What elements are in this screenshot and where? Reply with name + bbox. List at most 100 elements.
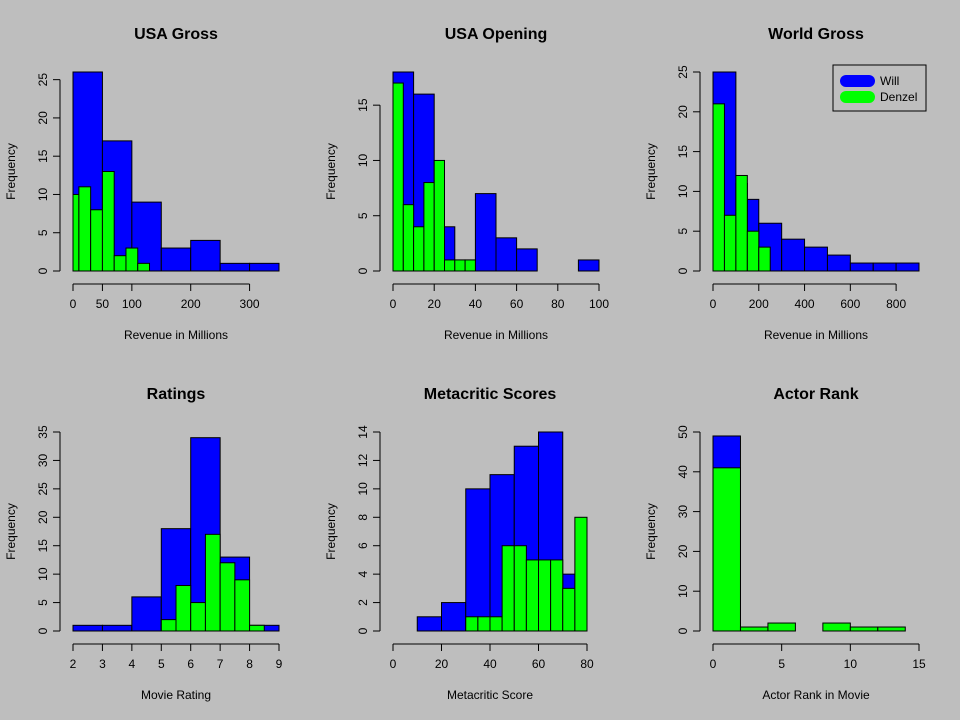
histogram-panel-6: Actor Rank 0 5 10 15 Actor Rank in Movie 0 10 20… xyxy=(644,386,926,702)
will-bar xyxy=(577,259,600,272)
denzel-bar xyxy=(160,619,177,632)
denzel-bar xyxy=(712,467,741,632)
denzel-bar xyxy=(849,626,879,632)
denzel-bar xyxy=(137,262,151,272)
denzel-bar xyxy=(204,533,221,632)
y-tick-label: 20 xyxy=(36,510,50,524)
y-tick-label: 5 xyxy=(356,212,370,219)
y-axis-label: Frequency xyxy=(4,503,18,560)
will-bar xyxy=(190,239,221,272)
will-bar xyxy=(474,193,497,272)
denzel-bar xyxy=(822,622,851,632)
x-tick-label: 10 xyxy=(844,657,858,671)
will-bar xyxy=(804,246,828,272)
denzel-bar xyxy=(712,103,725,272)
will-bar xyxy=(895,262,920,272)
will-bar xyxy=(872,262,897,272)
legend-entry: Will xyxy=(880,74,899,88)
x-tick-label: 5 xyxy=(778,657,785,671)
denzel-bar xyxy=(574,516,588,632)
x-axis-label: Movie Rating xyxy=(141,688,211,702)
y-tick-label: 10 xyxy=(676,184,690,198)
will-bar xyxy=(495,237,518,272)
y-tick-label: 6 xyxy=(356,542,370,549)
x-tick-label: 8 xyxy=(246,657,253,671)
denzel-bar xyxy=(454,259,466,272)
y-tick-label: 5 xyxy=(676,228,690,235)
denzel-bar xyxy=(72,193,80,272)
denzel-bar xyxy=(538,559,552,632)
y-tick-label: 20 xyxy=(36,111,50,125)
will-bar xyxy=(219,262,251,272)
y-tick-label: 0 xyxy=(676,627,690,634)
y-tick-label: 25 xyxy=(36,482,50,496)
denzel-bar xyxy=(402,204,415,272)
denzel-bar xyxy=(101,171,115,272)
denzel-bar xyxy=(525,559,539,632)
will-bar xyxy=(101,624,133,632)
y-tick-label: 12 xyxy=(356,453,370,467)
will-bar xyxy=(249,262,280,272)
y-tick-label: 5 xyxy=(36,599,50,606)
denzel-bar xyxy=(550,559,564,632)
y-axis-label: Frequency xyxy=(644,143,658,200)
x-tick-label: 400 xyxy=(795,297,815,311)
y-tick-label: 30 xyxy=(676,505,690,519)
x-axis-label: Revenue in Millions xyxy=(124,328,228,342)
denzel-bar xyxy=(758,246,771,272)
will-bar xyxy=(516,248,538,272)
legend-entry: Denzel xyxy=(880,90,917,104)
y-tick-label: 15 xyxy=(36,149,50,163)
y-tick-label: 50 xyxy=(676,425,690,439)
y-tick-label: 0 xyxy=(36,627,50,634)
y-tick-label: 14 xyxy=(356,425,370,439)
y-tick-label: 10 xyxy=(36,567,50,581)
y-axis-label: Frequency xyxy=(324,503,338,560)
y-tick-label: 25 xyxy=(36,73,50,87)
y-tick-label: 40 xyxy=(676,465,690,479)
y-tick-label: 0 xyxy=(36,267,50,274)
histogram-panel-4: Ratings 2 3 4 5 6 7 8 9 Movie Rating 0 5 10 15 20 25 30 3… xyxy=(4,386,283,702)
x-tick-label: 200 xyxy=(181,297,201,311)
y-tick-label: 0 xyxy=(356,267,370,274)
x-tick-label: 800 xyxy=(886,297,906,311)
x-tick-label: 50 xyxy=(96,297,110,311)
x-tick-label: 9 xyxy=(276,657,283,671)
x-tick-label: 200 xyxy=(749,297,769,311)
x-tick-label: 7 xyxy=(217,657,224,671)
x-tick-label: 600 xyxy=(840,297,860,311)
x-tick-label: 4 xyxy=(129,657,136,671)
y-tick-label: 2 xyxy=(356,599,370,606)
denzel-bar xyxy=(464,259,476,272)
denzel-bar xyxy=(562,587,576,632)
denzel-bar xyxy=(723,214,737,272)
x-tick-label: 5 xyxy=(158,657,165,671)
y-tick-label: 20 xyxy=(676,544,690,558)
will-bar xyxy=(72,624,103,632)
x-tick-label: 0 xyxy=(390,297,397,311)
y-tick-label: 20 xyxy=(676,105,690,119)
x-tick-label: 15 xyxy=(912,657,926,671)
will-bar xyxy=(416,616,442,632)
denzel-bar xyxy=(413,226,425,272)
will-bar xyxy=(160,247,192,272)
chart-title: Metacritic Scores xyxy=(424,386,557,403)
x-tick-label: 80 xyxy=(580,657,594,671)
y-tick-label: 35 xyxy=(36,425,50,439)
x-tick-label: 6 xyxy=(187,657,194,671)
denzel-bar xyxy=(249,624,265,632)
x-tick-label: 0 xyxy=(390,657,397,671)
x-tick-label: 0 xyxy=(710,657,717,671)
denzel-bar xyxy=(513,545,527,632)
denzel-bar xyxy=(113,255,127,272)
y-tick-label: 0 xyxy=(356,627,370,634)
y-tick-label: 10 xyxy=(356,482,370,496)
y-tick-label: 10 xyxy=(676,584,690,598)
x-tick-label: 100 xyxy=(122,297,142,311)
denzel-bar xyxy=(501,545,515,632)
x-tick-label: 3 xyxy=(99,657,106,671)
denzel-bar xyxy=(739,626,769,632)
denzel-bar xyxy=(175,585,192,632)
